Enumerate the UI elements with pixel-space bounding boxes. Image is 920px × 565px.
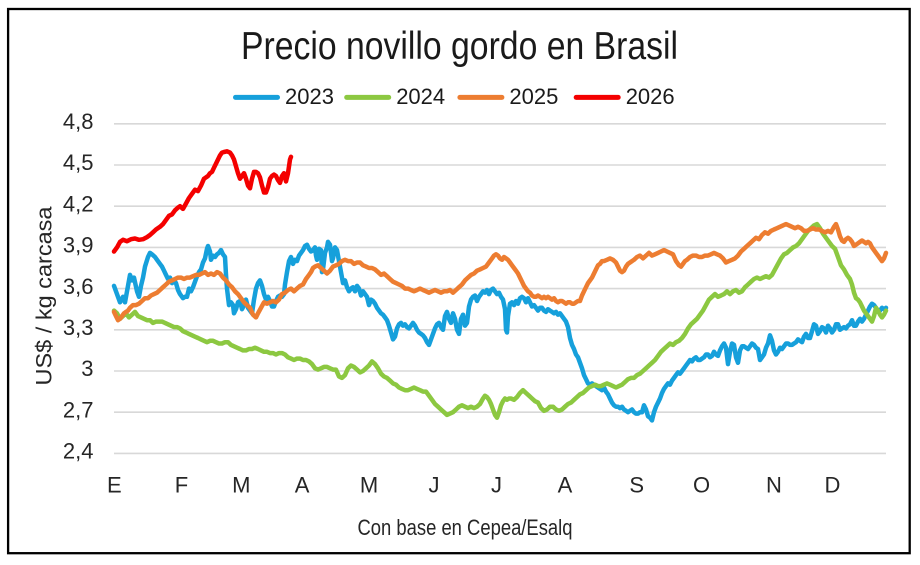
svg-text:A: A <box>295 473 310 498</box>
svg-text:4,8: 4,8 <box>63 109 94 134</box>
svg-text:2,7: 2,7 <box>63 397 94 422</box>
svg-text:Con base en Cepea/Esalq: Con base en Cepea/Esalq <box>358 515 573 540</box>
svg-text:4,5: 4,5 <box>63 150 94 175</box>
svg-text:Precio novillo gordo en Brasil: Precio novillo gordo en Brasil <box>241 25 678 68</box>
svg-text:2025: 2025 <box>509 84 558 109</box>
svg-text:2023: 2023 <box>285 84 334 109</box>
svg-text:O: O <box>693 473 710 498</box>
svg-text:M: M <box>360 473 378 498</box>
svg-text:4,2: 4,2 <box>63 191 94 216</box>
svg-text:A: A <box>558 473 573 498</box>
svg-text:2024: 2024 <box>396 84 445 109</box>
svg-text:US$ / kg carcasa: US$ / kg carcasa <box>32 206 57 386</box>
svg-text:3: 3 <box>81 356 93 381</box>
svg-text:3,6: 3,6 <box>63 274 94 299</box>
svg-text:2,4: 2,4 <box>63 439 94 464</box>
svg-text:2026: 2026 <box>626 84 675 109</box>
svg-text:M: M <box>232 473 250 498</box>
svg-text:3,3: 3,3 <box>63 315 94 340</box>
svg-text:S: S <box>629 473 644 498</box>
svg-text:3,9: 3,9 <box>63 233 94 258</box>
svg-text:D: D <box>825 473 841 498</box>
svg-text:E: E <box>107 473 122 498</box>
svg-text:J: J <box>429 473 440 498</box>
svg-text:N: N <box>766 473 782 498</box>
svg-text:J: J <box>491 473 502 498</box>
svg-text:F: F <box>175 473 188 498</box>
